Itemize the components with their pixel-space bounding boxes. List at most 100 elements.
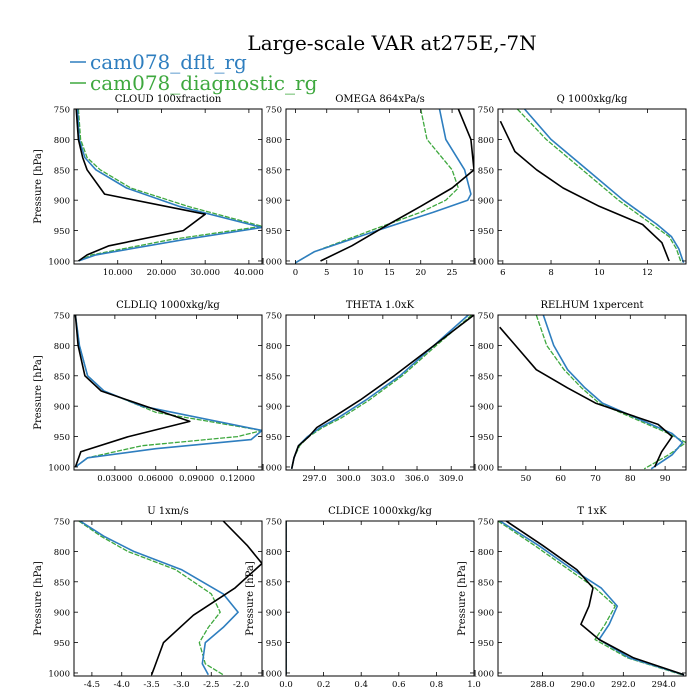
x-tick-label: -2.0 [233,680,249,690]
y-tick-label: 800 [54,548,70,558]
x-tick-label: 0.6 [392,680,406,690]
y-axis-label: Pressure [hPa] [457,561,468,636]
legend: cam078_dflt_rg cam078_diagnostic_rg [70,50,318,95]
x-tick-label: 306.0 [405,474,429,484]
panel-title: CLDICE 1000xkg/kg [328,506,432,517]
plot-frame [285,520,475,677]
y-tick-label: 900 [54,197,70,207]
panel-6: RELHUM 1xpercent 750 800 850 900 950 1000 50 60 7… [472,300,687,484]
series-line-diagnostic [295,109,459,264]
y-tick-label: 950 [266,227,282,237]
y-tick-label: 750 [266,518,282,528]
x-tick-label: 8 [548,268,553,278]
panel-7: U 1xm/s Pressure [hPa] 750 800 850 900 950 1000… [33,506,263,690]
plot-frame [285,108,475,265]
y-tick-label: 800 [54,136,70,146]
x-tick-label: -3.0 [173,680,189,690]
y-tick-label: 850 [266,372,282,382]
x-tick-label: 0.4 [354,680,368,690]
y-tick-label: 900 [54,403,70,413]
y-tick-label: 750 [266,312,282,322]
y-tick-label: 1000 [48,463,70,473]
y-axis-label: Pressure [hPa] [33,561,44,636]
y-tick-label: 800 [266,136,282,146]
y-tick-label: 900 [54,609,70,619]
y-tick-label: 750 [478,106,494,116]
panel-2: OMEGA 864xPa/s 750 800 850 900 950 1000 0 5 10 15 2… [260,94,475,278]
y-tick-label: 850 [478,166,494,176]
x-tick-label: 0.06000 [138,474,173,484]
x-tick-label: 0.0 [279,680,293,690]
y-tick-label: 950 [478,433,494,443]
x-tick-label: 12 [642,268,653,278]
y-tick-label: 1000 [472,669,494,679]
series-line-diagnostic [498,521,683,676]
x-tick-label: 5 [324,268,329,278]
y-tick-label: 850 [54,166,70,176]
panel-title: T 1xK [577,506,607,517]
plot-frame [497,314,687,471]
y-tick-label: 750 [266,106,282,116]
y-tick-label: 950 [54,639,70,649]
y-tick-label: 750 [54,312,70,322]
x-tick-label: 70 [590,474,601,484]
x-tick-label: 25 [447,268,458,278]
panel-title: RELHUM 1xpercent [540,300,643,311]
series-line-diagnostic [78,521,224,676]
legend-label-diagnostic: cam078_diagnostic_rg [90,71,318,95]
series-line-obs [505,521,685,676]
y-tick-label: 850 [54,578,70,588]
panel-title: Q 1000xkg/kg [557,94,628,105]
y-tick-label: 950 [478,639,494,649]
x-tick-label: 0.09000 [179,474,214,484]
y-tick-label: 850 [478,578,494,588]
y-tick-label: 1000 [260,257,282,267]
series-line-diagnostic [516,109,682,264]
y-tick-label: 950 [266,433,282,443]
x-tick-label: 10 [353,268,364,278]
y-tick-label: 900 [478,403,494,413]
series-line-dflt [76,109,262,262]
x-tick-label: 303.0 [371,474,395,484]
x-tick-label: 30.000 [190,268,220,278]
series-line-dflt [523,109,685,264]
y-tick-label: 850 [266,166,282,176]
y-tick-label: 750 [54,518,70,528]
y-tick-label: 900 [266,197,282,207]
x-tick-label: -4.5 [84,680,100,690]
y-tick-label: 950 [54,433,70,443]
y-tick-label: 800 [266,342,282,352]
panel-4: CLDLIQ 1000xkg/kg Pressure [hPa] 750 800 850… [33,300,263,484]
plot-frame [73,520,263,677]
legend-label-dflt: cam078_dflt_rg [90,50,247,74]
x-tick-label: 90 [660,474,671,484]
x-tick-label: 292.0 [611,680,635,690]
plot-frame [497,108,687,265]
series-line-diagnostic [535,315,686,470]
x-tick-label: 40.000 [234,268,264,278]
series-line-dflt [79,521,239,676]
x-tick-label: 1.0 [467,680,481,690]
series-line-obs [74,315,191,468]
y-tick-label: 1000 [48,669,70,679]
x-tick-label: 0.03000 [97,474,132,484]
x-tick-label: 0.2 [317,680,331,690]
panel-title: THETA 1.0xK [346,300,415,311]
y-tick-label: 900 [478,609,494,619]
series-line-obs [150,521,262,676]
panel-title: CLDLIQ 1000xkg/kg [116,300,220,311]
x-tick-label: 10 [594,268,605,278]
panel-3: Q 1000xkg/kg 750 800 850 900 950 1000 6 8 10 12 [472,94,687,278]
series-line-obs [499,120,670,262]
x-tick-label: 300.0 [336,474,360,484]
series-line-dflt [499,521,685,676]
y-axis-label: Pressure [hPa] [245,561,256,636]
x-tick-label: 6 [500,268,505,278]
plot-frame [73,314,263,471]
x-tick-label: 60 [555,474,566,484]
panel-title: OMEGA 864xPa/s [335,94,425,105]
y-tick-label: 900 [266,403,282,413]
y-tick-label: 800 [478,136,494,146]
figure-title: Large-scale VAR at275E,-7N [247,31,536,55]
